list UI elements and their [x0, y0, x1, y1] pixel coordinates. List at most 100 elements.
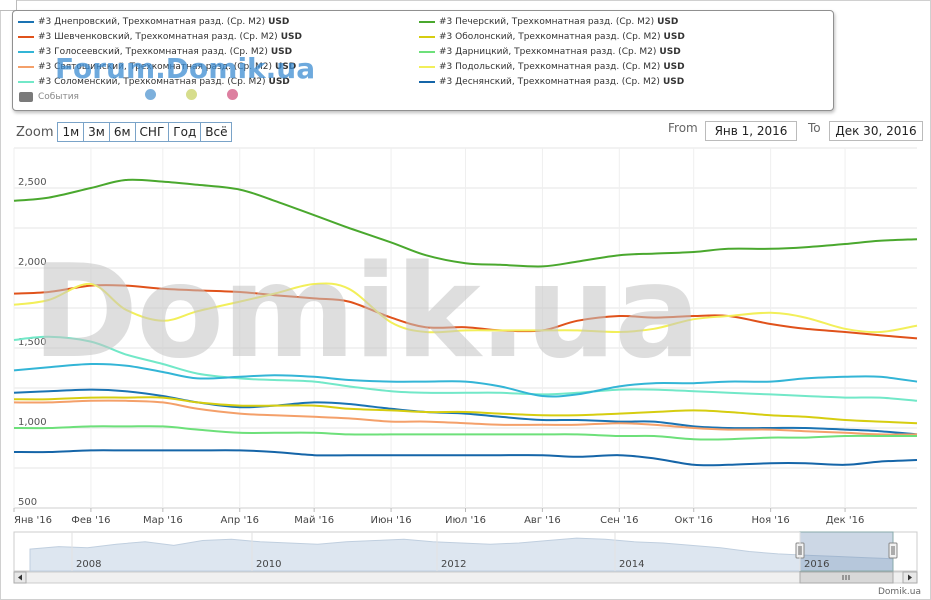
event-marker-dot[interactable] [186, 89, 197, 100]
legend-label: #3 Дарницкий, Трехкомнатная разд. (Ср. М… [439, 47, 657, 57]
y-tick-label: 1,000 [18, 417, 47, 428]
legend-item-right-0[interactable]: #3 Печерский, Трехкомнатная разд. (Ср. М… [419, 16, 678, 28]
series-line-4[interactable] [13, 362, 918, 398]
legend-unit: USD [270, 47, 293, 57]
legend-swatch [18, 66, 34, 68]
legend-label: #3 Печерский, Трехкомнатная разд. (Ср. М… [439, 17, 655, 27]
legend-label: #3 Деснянский, Трехкомнатная разд. (Ср. … [439, 77, 660, 87]
legend-item-left-0[interactable]: #3 Днепровский, Трехкомнатная разд. (Ср.… [18, 16, 289, 28]
legend-panel: #3 Днепровский, Трехкомнатная разд. (Ср.… [12, 10, 834, 111]
series-line-6[interactable] [13, 396, 918, 425]
legend-unit: USD [274, 62, 297, 72]
series-line-2[interactable] [13, 282, 918, 334]
y-tick-label: 500 [18, 497, 37, 508]
series-line-8[interactable] [13, 425, 917, 441]
legend-swatch [18, 36, 34, 38]
legend-swatch [419, 81, 435, 83]
legend-unit: USD [659, 47, 681, 57]
legend-collapse-button[interactable] [0, 0, 17, 11]
legend-swatch [18, 21, 34, 23]
navigator-right-handle[interactable] [888, 542, 898, 559]
legend-swatch [419, 21, 435, 23]
x-tick-label: Июл '16 [445, 515, 486, 526]
legend-label: #3 Днепровский, Трехкомнатная разд. (Ср.… [38, 17, 266, 27]
range-to-label: To [808, 121, 821, 135]
x-tick-label: Дек '16 [826, 515, 865, 526]
legend-item-left-4[interactable]: #3 Соломенский, Трехкомнатная разд. (Ср.… [18, 76, 290, 88]
legend-unit: USD [268, 17, 290, 27]
x-tick-label: Авг '16 [524, 515, 561, 526]
legend-unit: USD [268, 77, 290, 87]
legend-item-right-4[interactable]: #3 Деснянский, Трехкомнатная разд. (Ср. … [419, 76, 684, 88]
navigator-tick-label: 2014 [619, 559, 644, 570]
legend-unit: USD [663, 62, 685, 72]
legend-label: #3 Голосеевский, Трехкомнатная разд. (Ср… [38, 47, 268, 57]
legend-events-toggle[interactable]: События [19, 91, 79, 103]
series-line-3[interactable] [13, 335, 918, 402]
legend-item-left-3[interactable]: #3 Святошинский, Трехкомнатная разд. (Ср… [18, 61, 296, 73]
legend-item-right-2[interactable]: #3 Дарницкий, Трехкомнатная разд. (Ср. М… [419, 46, 681, 58]
x-tick-label: Окт '16 [675, 515, 713, 526]
events-swatch [19, 92, 33, 102]
y-tick-label: 2,500 [18, 177, 47, 188]
x-tick-label: Мар '16 [143, 515, 183, 526]
legend-item-right-3[interactable]: #3 Подольский, Трехкомнатная разд. (Ср. … [419, 61, 685, 73]
scrollbar-track[interactable] [13, 571, 918, 584]
watermark-domik: Domik.ua [32, 238, 701, 387]
x-tick-label: Ноя '16 [751, 515, 789, 526]
x-tick-label: Фев '16 [71, 515, 110, 526]
legend-label: #3 Святошинский, Трехкомнатная разд. (Ср… [38, 62, 272, 72]
zoom-3m-button[interactable]: 3м [84, 122, 110, 142]
event-marker-dot[interactable] [227, 89, 238, 100]
navigator-selection[interactable] [799, 531, 894, 572]
range-from-label: From [668, 121, 698, 135]
navigator-tick-label: 2016 [804, 559, 829, 570]
legend-swatch [419, 51, 435, 53]
series-line-7[interactable] [13, 399, 918, 436]
series-line-0[interactable] [13, 178, 918, 268]
arrow-left-icon [18, 574, 22, 581]
legend-item-left-1[interactable]: #3 Шевченковский, Трехкомнатная разд. (С… [18, 31, 302, 43]
range-from-input[interactable]: Янв 1, 2016 [705, 121, 797, 141]
legend-unit: USD [657, 17, 679, 27]
legend-unit: USD [280, 32, 302, 42]
event-marker-dot[interactable] [145, 89, 156, 100]
legend-unit: USD [662, 77, 685, 87]
legend-swatch [18, 81, 34, 83]
y-tick-label: 1,500 [18, 337, 47, 348]
legend-label: #3 Соломенский, Трехкомнатная разд. (Ср.… [38, 77, 266, 87]
events-label: События [38, 92, 79, 102]
watermark-forum: Forum.Domik.ua [55, 52, 316, 85]
zoom-6m-button[interactable]: 6м [109, 122, 136, 142]
y-tick-label: 2,000 [18, 257, 47, 268]
legend-swatch [419, 36, 435, 38]
x-tick-label: Янв '16 [14, 515, 52, 526]
x-tick-label: Сен '16 [600, 515, 638, 526]
arrow-right-icon [908, 574, 912, 581]
legend-swatch [419, 66, 435, 68]
zoom-1m-button[interactable]: 1м [57, 122, 85, 142]
navigator-tick-label: 2012 [441, 559, 466, 570]
legend-label: #3 Подольский, Трехкомнатная разд. (Ср. … [439, 62, 661, 72]
zoom-year-button[interactable]: Год [169, 122, 202, 142]
range-to-input[interactable]: Дек 30, 2016 [829, 121, 923, 141]
legend-unit: USD [663, 32, 685, 42]
zoom-ytd-button[interactable]: СНГ [135, 122, 170, 142]
x-tick-label: Июн '16 [371, 515, 412, 526]
legend-label: #3 Оболонский, Трехкомнатная разд. (Ср. … [439, 32, 661, 42]
series-line-1[interactable] [13, 283, 918, 340]
legend-item-right-1[interactable]: #3 Оболонский, Трехкомнатная разд. (Ср. … [419, 31, 685, 43]
zoom-label: Zoom [16, 124, 54, 140]
series-line-9[interactable] [13, 449, 918, 467]
zoom-controls: Zoom 1м 3м 6м СНГ Год Всё [16, 122, 233, 142]
series-line-5[interactable] [13, 388, 918, 436]
legend-swatch [18, 51, 34, 53]
navigator-area [29, 537, 894, 572]
x-tick-label: Апр '16 [221, 515, 259, 526]
x-tick-label: Май '16 [294, 515, 334, 526]
zoom-all-button[interactable]: Всё [201, 122, 233, 142]
legend-label: #3 Шевченковский, Трехкомнатная разд. (С… [38, 32, 278, 42]
navigator-tick-label: 2008 [76, 559, 101, 570]
legend-item-left-2[interactable]: #3 Голосеевский, Трехкомнатная разд. (Ср… [18, 46, 292, 58]
